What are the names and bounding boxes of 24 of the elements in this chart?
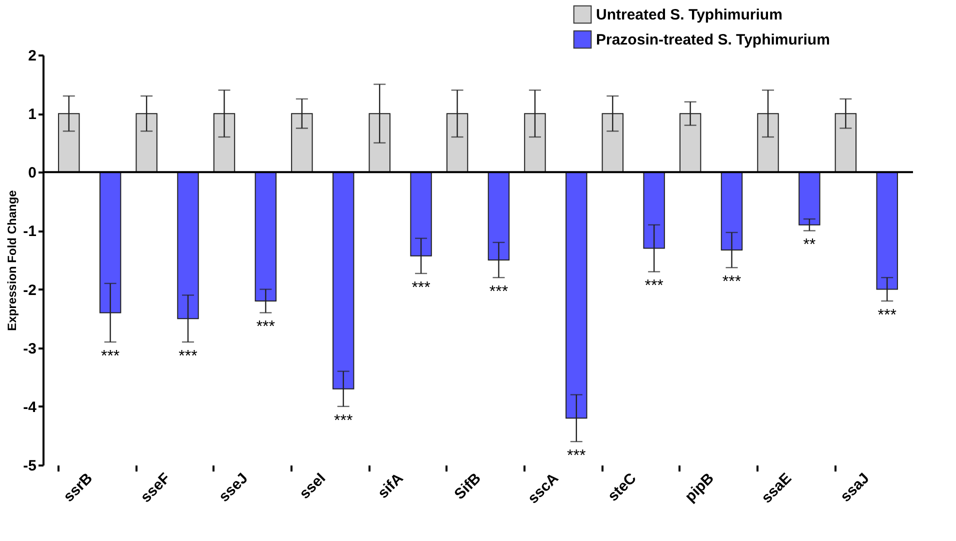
y-tick-label: -3 [23,340,36,358]
x-tick-label: SifB [451,470,484,504]
y-tick-label: 2 [28,48,36,64]
y-tick-label: -2 [23,282,36,299]
x-tick-label: sifA [374,470,407,502]
annotation: *** [722,274,742,291]
y-axis-title: Expression Fold Change [5,190,20,331]
annotation: *** [256,318,276,336]
y-tick-label: 0 [28,164,36,182]
annotation: *** [412,279,430,296]
annotation: *** [567,448,586,465]
y-tick-label: -4 [23,398,38,416]
legend-label: Untreated S. Typhimurium [596,6,782,24]
annotation: *** [644,278,664,295]
y-tick-label: -5 [23,458,36,474]
annotation: *** [100,348,120,365]
annotation: *** [489,284,508,301]
annotation: *** [178,348,198,365]
y-tick-label: 1 [28,106,36,124]
y-tick-label: -1 [23,223,36,240]
annotation: *** [878,307,896,324]
annotation: ** [803,236,816,254]
annotation: *** [334,412,353,430]
legend-label: Prazosin-treated S. Typhimurium [596,32,830,48]
